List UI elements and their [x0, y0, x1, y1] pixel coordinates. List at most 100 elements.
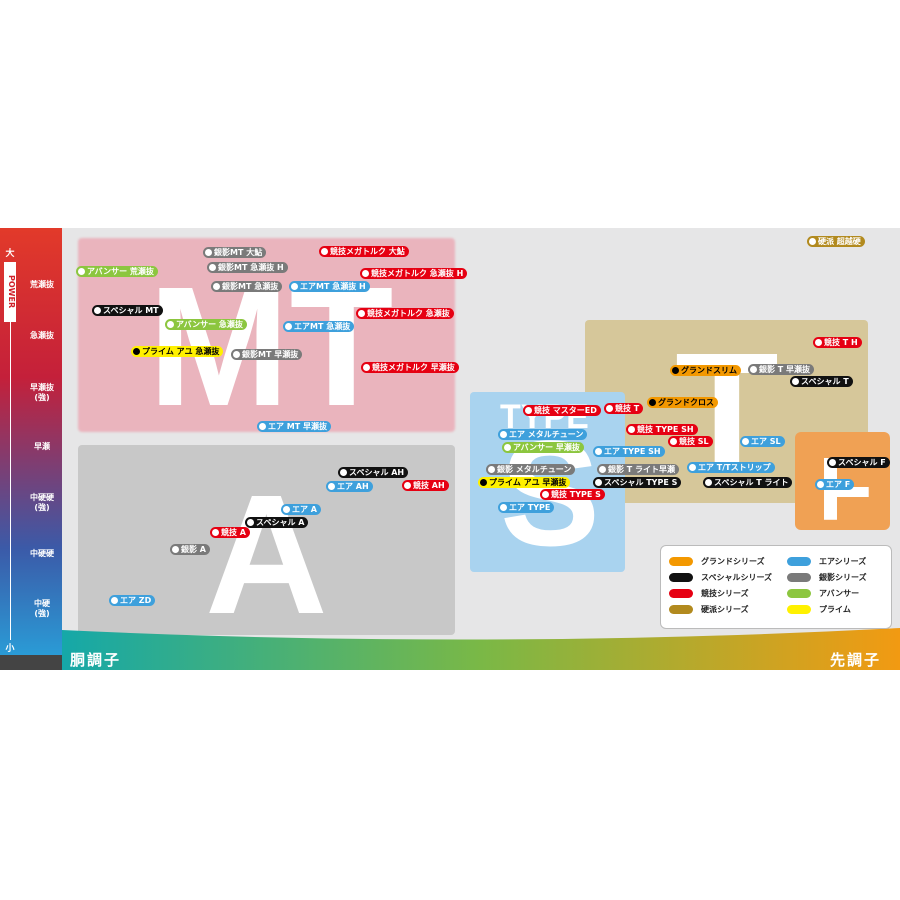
product-tag: 競技 マスターED: [523, 405, 601, 416]
tag-label: 銀影MT 早瀬抜: [242, 350, 299, 359]
tag-dot: [133, 348, 140, 355]
tag-dot: [358, 310, 365, 317]
product-tag: スペシャル F: [827, 457, 890, 468]
tag-dot: [542, 491, 549, 498]
tag-dot: [209, 264, 216, 271]
tag-dot: [750, 366, 757, 373]
tag-label: プライム アユ 急瀬抜: [142, 347, 220, 356]
legend-swatch: [787, 589, 811, 598]
tag-label: 競技 T: [615, 404, 640, 413]
tag-dot: [792, 378, 799, 385]
axis-top: 大: [5, 249, 15, 259]
product-tag: 銀影 T 早瀬抜: [748, 364, 815, 375]
legend-label: 競技シリーズ: [701, 589, 749, 598]
tag-dot: [525, 407, 532, 414]
product-tag: 銀影MT 大鮎: [203, 247, 267, 258]
tag-label: エア メタルチューン: [509, 430, 584, 439]
tag-dot: [480, 479, 487, 486]
axis-level-line: 中硬: [34, 599, 50, 608]
tag-label: エア F: [826, 480, 851, 489]
legend-label: プライム: [819, 605, 851, 614]
product-tag: エアMT 急瀬抜 H: [289, 281, 370, 292]
product-tag: エア T/Tストリップ: [687, 462, 775, 473]
tag-label: アバンサー 早瀬抜: [513, 443, 580, 452]
legend-item: エアシリーズ: [787, 556, 866, 567]
tag-label: 競技 TYPE SH: [637, 425, 694, 434]
tag-dot: [362, 270, 369, 277]
product-tag: 競技 TYPE SH: [626, 424, 698, 435]
product-tag: 競技 TYPE S: [540, 489, 605, 500]
x-right-label: 先調子: [830, 651, 882, 669]
tag-label: プライム アユ 早瀬抜: [489, 478, 567, 487]
product-tag: プライム アユ 早瀬抜: [478, 477, 571, 488]
legend-label: アバンサー: [819, 589, 860, 598]
tag-dot: [595, 479, 602, 486]
product-tag: エア SL: [740, 436, 785, 447]
legend-item: 競技シリーズ: [669, 588, 749, 599]
tag-label: 競技メガトルク 急瀬抜 H: [371, 269, 464, 278]
tag-dot: [705, 479, 712, 486]
legend-swatch: [669, 557, 693, 566]
product-tag: スペシャル T: [790, 376, 853, 387]
axis-level-line: 早瀬抜: [30, 383, 54, 392]
legend-swatch: [787, 573, 811, 582]
tag-label: 競技 SL: [679, 437, 709, 446]
x-left-label: 胴調子: [70, 651, 122, 669]
tag-label: エア TYPE SH: [604, 447, 661, 456]
axis-level: 中硬硬: [22, 549, 62, 559]
axis-level-line: 急瀬抜: [30, 331, 54, 340]
product-tag: 競技 T: [604, 403, 644, 414]
product-tag: エア TYPE SH: [593, 446, 665, 457]
tag-label: スペシャル MT: [103, 306, 159, 315]
axis-level-line: 中硬硬: [30, 493, 54, 502]
legend-swatch: [787, 557, 811, 566]
tag-dot: [233, 351, 240, 358]
tag-label: 銀影 T ライト早瀬: [608, 465, 676, 474]
axis-level: 急瀬抜: [22, 331, 62, 341]
legend-label: スペシャルシリーズ: [701, 573, 773, 582]
tag-dot: [247, 519, 254, 526]
product-tag: プライム アユ 急瀬抜: [131, 346, 224, 357]
axis-level: 中硬 (強): [22, 599, 62, 619]
legend-swatch: [669, 573, 693, 582]
tag-label: スペシャル AH: [349, 468, 405, 477]
product-tag: スペシャル MT: [92, 305, 163, 316]
tag-label: スペシャル F: [838, 458, 886, 467]
tag-label: 競技 マスターED: [534, 406, 597, 415]
tag-label: スペシャル TYPE S: [604, 478, 678, 487]
tag-label: エア A: [292, 505, 317, 514]
tag-dot: [340, 469, 347, 476]
tag-dot: [172, 546, 179, 553]
product-tag: アバンサー 荒瀬抜: [76, 266, 158, 277]
axis-level-line: 中硬硬: [30, 549, 54, 558]
tag-label: スペシャル T ライト: [714, 478, 789, 487]
legend-label: 硬派シリーズ: [701, 605, 749, 614]
axis-level-line: 早瀬: [34, 442, 50, 451]
tag-dot: [285, 323, 292, 330]
product-tag: グランドクロス: [647, 397, 718, 408]
tag-dot: [291, 283, 298, 290]
tag-label: 銀影 T 早瀬抜: [759, 365, 811, 374]
tag-dot: [742, 438, 749, 445]
tag-dot: [259, 423, 266, 430]
legend-label: 銀影シリーズ: [819, 573, 867, 582]
tag-label: エア AH: [337, 482, 369, 491]
tag-dot: [404, 482, 411, 489]
product-tag: 銀影MT 急瀬抜 H: [207, 262, 288, 273]
tag-dot: [363, 364, 370, 371]
tag-label: 硬派 超越硬: [818, 237, 861, 246]
tag-dot: [212, 529, 219, 536]
product-tag: エア ZD: [109, 595, 156, 606]
product-tag: 銀影 T ライト早瀬: [597, 464, 680, 475]
product-tag: エア A: [281, 504, 321, 515]
tag-label: グランドクロス: [658, 398, 714, 407]
legend-item: グランドシリーズ: [669, 556, 765, 567]
corner: [0, 655, 62, 670]
region-label: A: [205, 460, 328, 650]
axis-level-line: (強): [34, 503, 50, 512]
tag-label: アバンサー 荒瀬抜: [87, 267, 154, 276]
legend-label: グランドシリーズ: [701, 557, 765, 566]
tag-dot: [500, 504, 507, 511]
legend-item: 硬派シリーズ: [669, 604, 749, 615]
